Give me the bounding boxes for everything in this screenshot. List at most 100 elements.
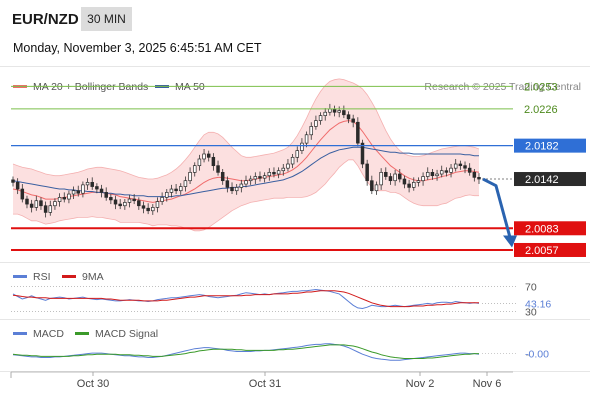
candle-body xyxy=(318,115,323,121)
candle-body xyxy=(151,207,155,212)
candle-body xyxy=(220,171,225,182)
x-tick-label-3: Nov 6 xyxy=(473,378,502,390)
level-label-2.0226: 2.0226 xyxy=(524,104,558,116)
candle-body xyxy=(192,165,197,173)
candle-body xyxy=(253,176,258,180)
candle-body xyxy=(388,176,393,182)
candle-body xyxy=(463,165,467,169)
candle-body xyxy=(425,171,430,177)
candle-body xyxy=(398,173,402,180)
currency-pair-title: EUR/NZD xyxy=(12,11,79,28)
legend-swatch-macd xyxy=(13,332,27,335)
macd-current-value: -0.00 xyxy=(525,349,549,361)
candle-body xyxy=(67,193,71,200)
level-2.0182-label: 2.0182 xyxy=(525,141,559,153)
candle-body xyxy=(165,192,169,198)
candle-body xyxy=(132,198,136,202)
candle-body xyxy=(421,176,425,182)
candle-body xyxy=(123,202,127,207)
candle-body xyxy=(314,120,318,127)
candle-body xyxy=(244,180,248,185)
candle-body xyxy=(458,163,463,167)
candle-body xyxy=(356,121,360,144)
rsi-line xyxy=(12,288,480,310)
legend-label-macd: MACD xyxy=(33,328,64,340)
candle-body xyxy=(365,163,369,182)
candle-body xyxy=(332,108,337,113)
candle-body xyxy=(197,158,202,167)
candle-body xyxy=(141,205,146,209)
candle-body xyxy=(477,177,481,180)
legend-swatch-macd-signal xyxy=(75,332,89,335)
candle-body xyxy=(127,198,132,203)
legend-label-macd-signal: MACD Signal xyxy=(95,328,158,340)
x-tick-label-0: Oct 30 xyxy=(77,378,109,390)
level-2.0057-label: 2.0057 xyxy=(525,245,559,257)
current-price-badge xyxy=(514,172,586,187)
candle-body xyxy=(393,173,397,182)
candle-body xyxy=(62,197,67,200)
candle-body xyxy=(183,180,188,187)
level-label-2.0253: 2.0253 xyxy=(524,81,558,93)
level-2.0083-badge xyxy=(514,221,586,236)
candle-body xyxy=(39,200,43,207)
candle-body xyxy=(76,190,80,194)
candle-body xyxy=(267,171,272,177)
candle-body xyxy=(188,171,192,182)
x-tick-label-1: Oct 31 xyxy=(249,378,281,390)
rsi-current-value: 43.16 xyxy=(525,298,551,310)
bollinger-lower-line xyxy=(13,159,479,232)
candle-body xyxy=(435,173,439,177)
legend-label-rsi: RSI xyxy=(33,271,51,283)
candle-body xyxy=(146,207,150,212)
macd-line xyxy=(12,343,480,361)
candle-body xyxy=(337,110,341,113)
candle-body xyxy=(160,197,164,202)
candle-body xyxy=(467,167,472,173)
legend-label-bollinger: MA 20 + Bollinger Bands xyxy=(33,81,148,93)
candle-body xyxy=(472,171,477,178)
forecast-arrow-line xyxy=(482,177,512,238)
candle-body xyxy=(272,171,276,175)
candle-body xyxy=(412,182,416,188)
candle-body xyxy=(48,205,53,213)
candle-body xyxy=(202,153,206,160)
candle-body xyxy=(104,192,108,198)
candle-body xyxy=(286,163,290,169)
legend-swatch-rsi-9ma xyxy=(62,275,76,278)
candle-body xyxy=(43,205,48,213)
panel-divider-1 xyxy=(0,262,590,263)
candle-body xyxy=(169,188,174,193)
forecast-arrow-head xyxy=(503,235,517,248)
legend-label-ma50: MA 50 xyxy=(175,81,205,93)
candle-body xyxy=(453,163,458,169)
candle-body xyxy=(137,200,141,207)
legend-swatch-rsi xyxy=(13,275,27,278)
candle-body xyxy=(449,167,453,173)
candle-body xyxy=(239,183,244,188)
candle-body xyxy=(262,175,267,179)
bollinger-upper-line xyxy=(12,78,480,180)
candle-body xyxy=(290,156,295,165)
current-price-label: 2.0142 xyxy=(525,174,559,186)
candle-body xyxy=(328,108,332,113)
candle-body xyxy=(416,180,421,183)
bollinger-band-area xyxy=(13,78,479,231)
panel-divider-2 xyxy=(0,319,590,320)
macd-signal-line xyxy=(12,344,479,359)
x-tick-label-2: Nov 2 xyxy=(406,378,435,390)
candle-body xyxy=(374,184,379,192)
candle-body xyxy=(430,171,435,177)
candle-body xyxy=(351,118,355,123)
level-2.0083-label: 2.0083 xyxy=(525,223,559,235)
candle-body xyxy=(402,178,407,185)
timeframe-badge[interactable]: 30 MIN xyxy=(81,7,132,31)
candle-body xyxy=(174,188,178,192)
candle-body xyxy=(11,179,15,183)
candle-body xyxy=(225,180,230,188)
candle-body xyxy=(109,197,113,201)
level-2.0182-badge xyxy=(514,138,586,153)
candle-body xyxy=(85,182,90,186)
candle-body xyxy=(20,188,25,200)
